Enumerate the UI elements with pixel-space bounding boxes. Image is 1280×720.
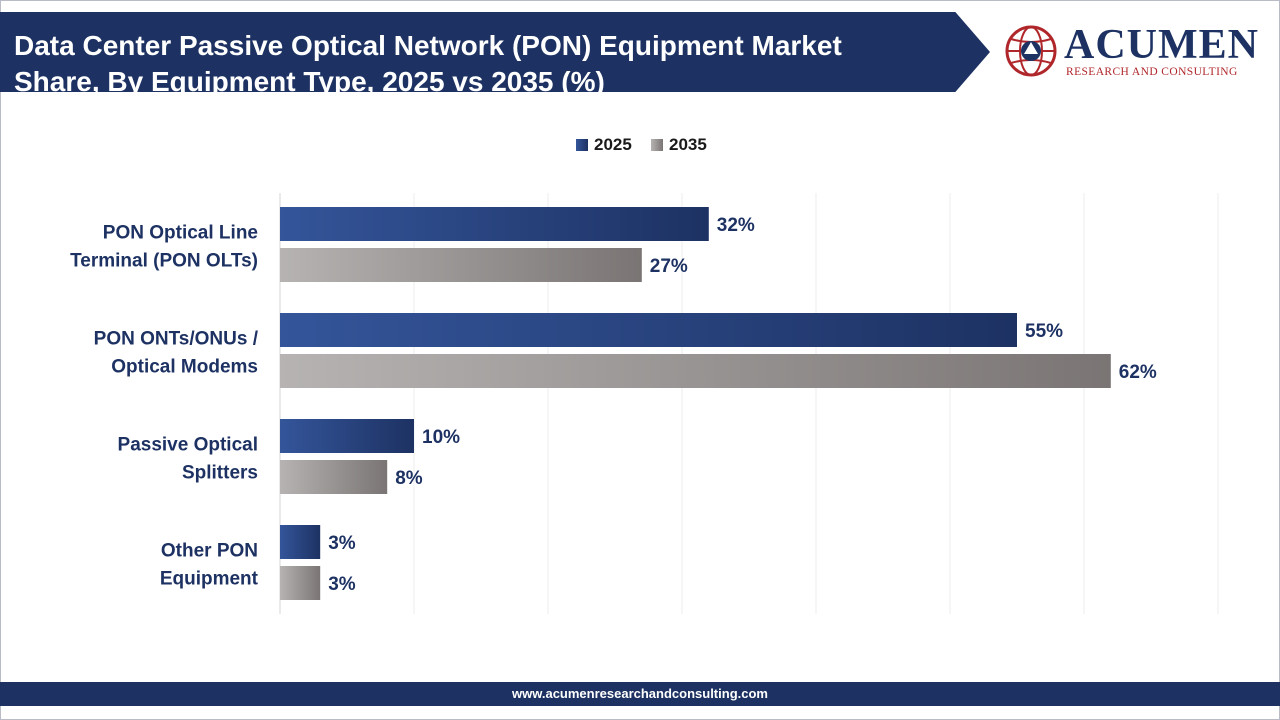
legend-swatch-2025 bbox=[576, 139, 588, 151]
bar-2035 bbox=[280, 248, 642, 282]
bar-2035 bbox=[280, 354, 1111, 388]
labels: PON Optical Line Terminal (PON OLTs) 32% 27… bbox=[70, 215, 1157, 595]
chart-title: Data Center Passive Optical Network (PON… bbox=[14, 28, 944, 97]
data-label-2035: 8% bbox=[395, 468, 423, 489]
data-label-2025: 55% bbox=[1025, 321, 1063, 342]
acumen-logo: ACUMEN RESEARCH AND CONSULTING bbox=[1004, 22, 1264, 82]
bar-2025 bbox=[280, 207, 709, 241]
legend-swatch-2035 bbox=[651, 139, 663, 151]
legend-item-2035: 2035 bbox=[651, 134, 707, 156]
bars bbox=[280, 207, 1111, 600]
bar-2035 bbox=[280, 460, 388, 494]
category-label: Passive Optical Splitters bbox=[118, 435, 258, 484]
chart-title-line-2: Share, By Equipment Type, 2025 vs 2035 (… bbox=[14, 66, 605, 97]
bar-2025 bbox=[280, 525, 321, 559]
footer-bar: www.acumenresearchandconsulting.com bbox=[0, 682, 1280, 706]
title-banner: Data Center Passive Optical Network (PON… bbox=[0, 12, 990, 92]
data-label-2025: 32% bbox=[717, 215, 755, 236]
logo-tagline: RESEARCH AND CONSULTING bbox=[1066, 66, 1238, 78]
category-label-line: Splitters bbox=[182, 463, 258, 484]
category-label: Other PON Equipment bbox=[160, 541, 259, 590]
bar-2035 bbox=[280, 566, 321, 600]
data-label-2025: 3% bbox=[328, 533, 356, 554]
category-label-line: Equipment bbox=[160, 569, 259, 590]
bar-2025 bbox=[280, 313, 1017, 347]
bar-2025 bbox=[280, 419, 414, 453]
footer-url: www.acumenresearchandconsulting.com bbox=[512, 686, 768, 701]
legend-label-2035: 2035 bbox=[669, 135, 707, 154]
category-label-line: PON ONTs/ONUs / bbox=[94, 329, 259, 350]
data-label-2035: 62% bbox=[1119, 362, 1157, 383]
category-label-line: Passive Optical bbox=[118, 435, 258, 456]
category-label-line: Other PON bbox=[161, 541, 258, 562]
chart-legend: 2025 2035 bbox=[0, 134, 1280, 156]
legend-label-2025: 2025 bbox=[594, 135, 632, 154]
category-label: PON Optical Line Terminal (PON OLTs) bbox=[70, 223, 258, 272]
globe-icon bbox=[1005, 25, 1057, 77]
logo-name: ACUMEN bbox=[1064, 22, 1259, 68]
category-label-line: Terminal (PON OLTs) bbox=[70, 251, 258, 272]
data-label-2025: 10% bbox=[422, 427, 460, 448]
category-label: PON ONTs/ONUs / Optical Modems bbox=[94, 329, 259, 378]
legend-item-2025: 2025 bbox=[576, 134, 632, 156]
category-label-line: PON Optical Line bbox=[103, 223, 258, 244]
data-label-2035: 3% bbox=[328, 574, 356, 595]
category-label-line: Optical Modems bbox=[111, 357, 258, 378]
chart-title-line-1: Data Center Passive Optical Network (PON… bbox=[14, 30, 842, 61]
data-label-2035: 27% bbox=[650, 256, 688, 277]
